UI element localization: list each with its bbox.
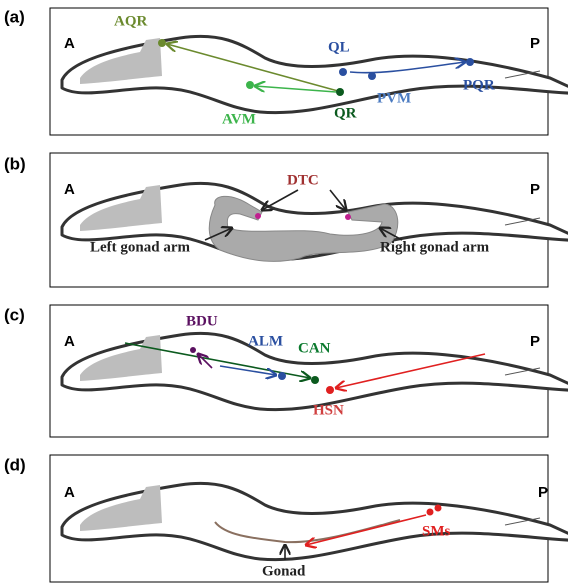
worm	[60, 34, 568, 115]
cell	[311, 376, 319, 384]
cell	[466, 58, 474, 66]
posterior: P	[530, 181, 540, 198]
panel-label: (b)	[4, 154, 26, 173]
cell-label: QR	[334, 105, 357, 121]
cell	[190, 347, 196, 353]
pointer	[380, 228, 403, 241]
migration-arrow	[349, 62, 465, 74]
migration-arrow	[198, 354, 213, 369]
panel-d: (d) A P SMs Gonad	[4, 454, 568, 583]
gonad	[208, 195, 399, 262]
panel-label: (d)	[4, 455, 26, 474]
cell-label: DTC	[287, 172, 319, 188]
migration-arrow	[255, 86, 337, 93]
migration-arrow	[306, 514, 427, 545]
posterior: P	[538, 484, 548, 501]
structure-label: Left gonad arm	[90, 239, 190, 255]
panel-a: (a) A P AQR QL PVM PQR AVM QR	[4, 7, 568, 136]
migration-arrow	[124, 342, 310, 378]
cell-label: QL	[328, 39, 350, 55]
panel-b: (b) A P DTC Left gonad arm Right gonad a…	[4, 152, 568, 288]
cell-label: PQR	[463, 77, 495, 93]
dtc	[345, 214, 351, 220]
panel-label: (c)	[4, 305, 25, 324]
panel-label: (a)	[4, 7, 25, 26]
anterior: A	[64, 35, 75, 52]
panel-frame	[49, 454, 549, 583]
cell-label: AQR	[114, 13, 148, 29]
panel-c: (c) A P BDU ALM CAN HSN	[4, 304, 568, 438]
posterior: P	[530, 35, 540, 52]
cell	[339, 68, 347, 76]
anterior: A	[64, 484, 75, 501]
cell	[426, 508, 434, 516]
cell	[368, 72, 376, 80]
panel-frame	[49, 304, 549, 438]
panel-frame	[49, 152, 549, 288]
pointer	[262, 189, 299, 210]
pointer	[204, 228, 232, 241]
cell	[336, 88, 344, 96]
anterior: A	[64, 181, 75, 198]
cell	[246, 81, 254, 89]
cell-label: CAN	[298, 340, 331, 356]
cell-label: BDU	[186, 313, 218, 329]
structure-label: Right gonad arm	[380, 239, 490, 255]
migration-arrow	[219, 365, 276, 375]
panel-frame	[49, 7, 549, 136]
cell	[278, 372, 286, 380]
pointer	[329, 189, 346, 210]
anterior: A	[64, 333, 75, 350]
structure-label: Gonad	[262, 563, 306, 579]
cell-label: SMs	[422, 523, 451, 539]
cell-label: PVM	[377, 90, 411, 106]
cell	[326, 386, 334, 394]
migration-arrow	[167, 44, 339, 92]
cell-label: AVM	[222, 111, 256, 127]
cell-label: ALM	[248, 333, 283, 349]
worm	[60, 481, 568, 562]
cell	[434, 504, 442, 512]
migration-arrow	[336, 353, 486, 388]
cell	[158, 39, 166, 47]
dtc	[255, 213, 261, 219]
cell-label: HSN	[313, 402, 344, 418]
posterior: P	[530, 333, 540, 350]
